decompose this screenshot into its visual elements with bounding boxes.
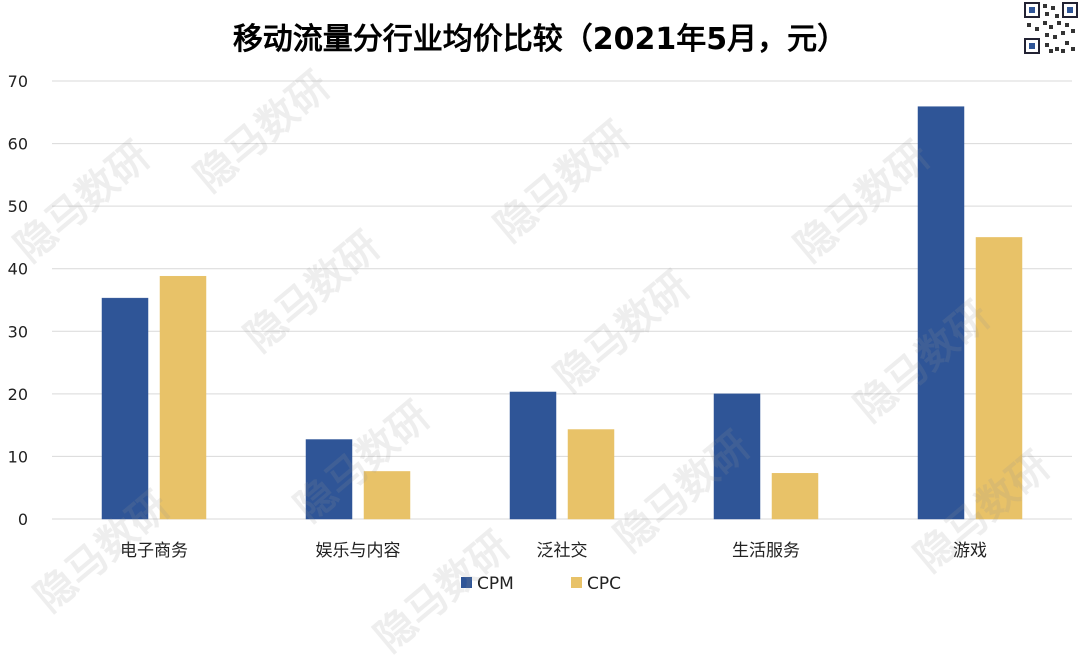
bar-cpm-0 [101, 297, 149, 520]
bar-cpc-4 [975, 237, 1023, 520]
bars [101, 106, 1023, 520]
legend: CPM CPC [461, 574, 621, 594]
y-axis-tick-labels: 0 10 20 30 40 50 60 70 [8, 72, 28, 529]
category-label: 游戏 [953, 541, 987, 561]
qr-code-icon [1024, 2, 1078, 54]
bar-cpc-3 [771, 473, 819, 520]
y-tick-label: 50 [8, 197, 28, 216]
category-label: 娱乐与内容 [316, 541, 401, 561]
bar-cpm-2 [509, 391, 557, 520]
chart-title: 移动流量分行业均价比较（2021年5月，元） [232, 22, 848, 57]
category-label: 泛社交 [537, 541, 588, 561]
category-labels: 电子商务 娱乐与内容 泛社交 生活服务 游戏 [120, 541, 987, 561]
legend-label-cpc: CPC [587, 574, 621, 594]
bar-cpc-2 [567, 429, 615, 520]
category-label: 电子商务 [120, 541, 188, 561]
y-tick-label: 60 [8, 135, 28, 154]
y-tick-label: 20 [8, 385, 28, 404]
category-label: 生活服务 [732, 541, 800, 561]
legend-label-cpm: CPM [477, 574, 514, 594]
y-tick-label: 0 [18, 510, 28, 529]
legend-swatch-cpc [571, 577, 582, 588]
bar-cpm-3 [713, 393, 761, 520]
bar-cpm-1 [305, 439, 353, 520]
bar-cpc-0 [159, 275, 207, 520]
gridlines [52, 80, 1072, 520]
legend-swatch-cpm [461, 577, 472, 588]
y-tick-label: 40 [8, 260, 28, 279]
bar-cpm-4 [917, 106, 965, 520]
y-tick-label: 10 [8, 447, 28, 466]
bar-cpc-1 [363, 471, 411, 520]
y-tick-label: 30 [8, 322, 28, 341]
y-tick-label: 70 [8, 72, 28, 91]
